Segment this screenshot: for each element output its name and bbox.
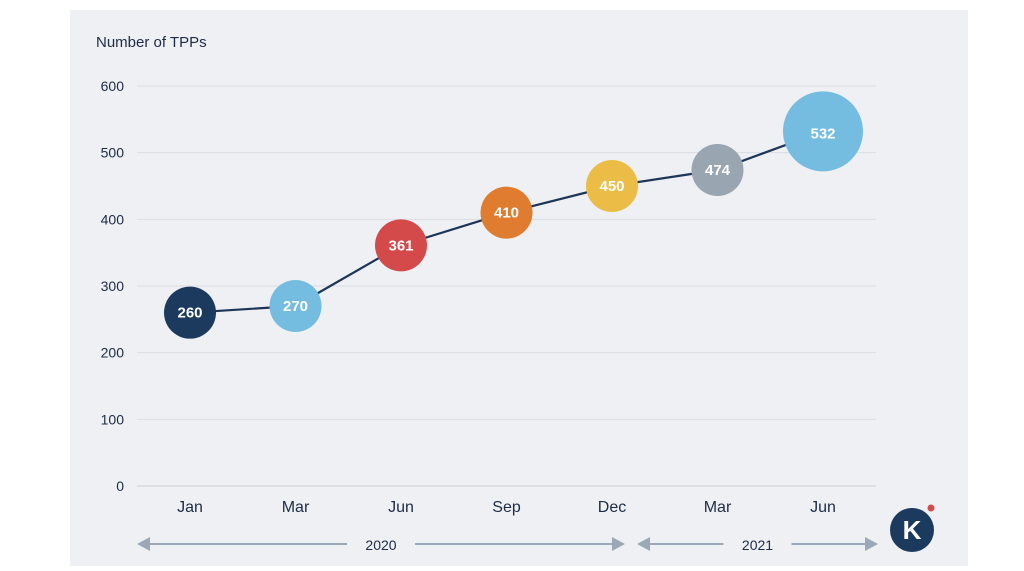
data-label: 361 [388,237,413,254]
logo-circle [890,508,934,552]
y-tick-label: 100 [101,411,125,427]
x-tick-label: Jan [177,499,203,516]
arrow-left-icon [637,537,650,551]
arrow-right-icon [612,537,625,551]
logo-dot [927,504,935,512]
arrow-right-icon [865,537,878,551]
year-label: 2020 [365,537,396,553]
data-label: 450 [599,178,624,195]
data-label: 270 [283,298,308,315]
data-point [783,91,863,172]
logo: K [890,504,935,552]
x-tick-label: Jun [388,499,414,516]
data-point [691,144,744,196]
y-tick-label: 200 [101,345,125,361]
x-tick-label: Sep [492,499,521,516]
data-label: 532 [810,125,835,142]
y-tick-label: 300 [101,278,125,294]
year-label: 2021 [742,537,773,553]
x-tick-label: Dec [598,499,626,516]
logo-letter: K [903,515,922,545]
y-tick-label: 600 [101,78,125,94]
data-point [269,280,322,332]
y-axis-label: Number of TPPs [96,34,207,51]
y-tick-label: 0 [116,478,124,494]
data-label: 474 [705,162,731,179]
arrow-left-icon [137,537,150,551]
y-tick-label: 400 [101,211,125,227]
data-point [164,286,216,339]
x-tick-label: Jun [810,499,836,516]
x-tick-label: Mar [704,499,732,516]
data-label: 260 [177,305,202,322]
x-tick-label: Mar [282,499,310,516]
data-point [375,219,427,272]
y-tick-label: 500 [101,145,125,161]
data-label: 410 [494,205,519,222]
data-point [586,160,638,212]
data-point [480,186,533,239]
